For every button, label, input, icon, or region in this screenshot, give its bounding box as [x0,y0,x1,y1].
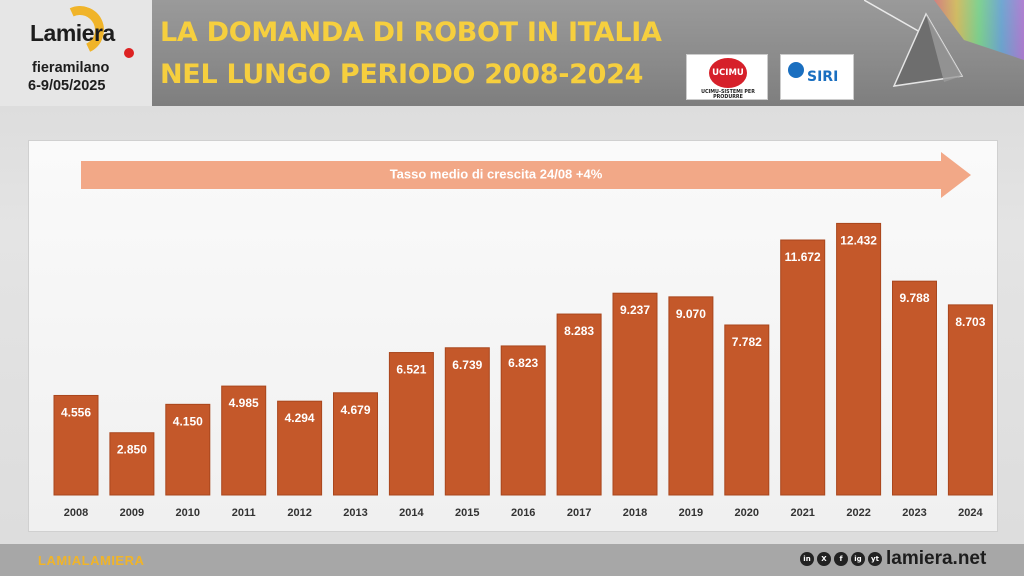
bar-value-label-2012: 4.294 [285,411,315,425]
prism-icon [864,0,1024,87]
growth-annotation: Tasso medio di crescita 24/08 +4% [390,166,603,181]
x-tick-label-2016: 2016 [511,507,535,519]
bar-value-label-2011: 4.985 [229,396,259,410]
bar-2012 [277,400,323,496]
x-tick-label-2018: 2018 [623,507,647,519]
bar-value-label-2009: 2.850 [117,443,147,457]
bar-2008 [53,394,99,496]
lamiera-logo[interactable]: Lamiera fieramilano 6-9/05/2025 [0,0,152,106]
bar-value-label-2020: 7.782 [732,335,762,349]
bar-value-label-2014: 6.521 [396,363,426,377]
x-tick-label-2024: 2024 [958,507,983,519]
growth-arrow [81,152,971,198]
bar-value-label-2024: 8.703 [955,315,985,329]
website-link[interactable]: lamiera.net [886,548,987,569]
youtube-icon[interactable]: yt [868,552,882,566]
bar-2015 [444,347,490,496]
x-tick-label-2015: 2015 [455,507,479,519]
bar-value-label-2023: 9.788 [899,291,929,305]
bar-value-label-2013: 4.679 [340,403,370,417]
x-tick-label-2010: 2010 [176,507,200,519]
header-banner: Lamiera fieramilano 6-9/05/2025 LA DOMAN… [0,0,1024,106]
bar-2016 [500,345,546,496]
bar-value-label-2021: 11.672 [785,250,821,264]
bar-2023 [892,280,937,496]
x-twitter-icon[interactable]: X [817,552,831,566]
bar-value-label-2016: 6.823 [508,356,538,370]
logo-subtitle: fieramilano [32,60,110,76]
instagram-icon[interactable]: ig [851,552,865,566]
siri-logo[interactable]: SIRI [780,54,854,100]
bar-value-label-2018: 9.237 [620,303,650,317]
footer-brand[interactable]: LAMIALAMIERA [38,553,145,568]
ucimu-badge: UCIMU [709,58,747,88]
x-tick-label-2023: 2023 [902,507,926,519]
x-tick-label-2012: 2012 [287,507,311,519]
bar-chart: Tasso medio di crescita 24/08 +4% 4.556 2… [53,152,993,519]
page-title: LA DOMANDA DI ROBOT IN ITALIA NEL LUNGO … [160,17,662,90]
fiera-dot-icon [124,48,134,58]
bar-2021 [780,239,826,496]
bar-2022 [836,222,882,496]
bar-2018 [612,292,658,496]
x-tick-label-2021: 2021 [790,507,814,519]
siri-person-icon [788,62,804,78]
bars-group: 4.556 2008 2.850 2009 4.150 2010 4.985 2011 4.29… [53,222,993,519]
bar-2017 [556,313,602,496]
chart-panel: Tasso medio di crescita 24/08 +4% 4.556 2… [28,140,998,532]
x-tick-label-2011: 2011 [232,507,256,519]
bar-2009 [109,432,155,496]
bar-2011 [221,385,267,496]
x-tick-label-2019: 2019 [679,507,703,519]
footer-bar: LAMIALAMIERA in X f ig yt lamiera.net [0,544,1024,576]
bar-value-label-2017: 8.283 [564,324,594,338]
logo-word: Lamiera [30,20,115,46]
social-icons: in X f ig yt [800,552,882,566]
bar-value-label-2019: 9.070 [676,307,706,321]
ucimu-logo[interactable]: UCIMU UCIMU-SISTEMI PER PRODURRE [686,54,768,100]
siri-label: SIRI [807,69,839,85]
bar-value-label-2015: 6.739 [452,358,482,372]
bar-2019 [668,296,714,496]
x-tick-label-2014: 2014 [399,507,424,519]
bar-value-label-2008: 4.556 [61,405,91,419]
linkedin-icon[interactable]: in [800,552,814,566]
bar-2013 [333,392,378,496]
bar-value-label-2022: 12.432 [840,233,877,247]
bar-2020 [724,324,770,496]
bar-2014 [388,352,434,496]
event-date: 6-9/05/2025 [28,78,106,94]
bar-value-label-2010: 4.150 [173,414,203,428]
x-tick-label-2009: 2009 [120,507,144,519]
x-tick-label-2013: 2013 [343,507,367,519]
x-tick-label-2008: 2008 [64,507,88,519]
x-tick-label-2020: 2020 [735,507,759,519]
facebook-icon[interactable]: f [834,552,848,566]
bar-2010 [165,403,211,496]
ucimu-tagline: UCIMU-SISTEMI PER PRODURRE [701,90,755,100]
x-tick-label-2017: 2017 [567,507,591,519]
bar-2024 [947,304,993,496]
x-tick-label-2022: 2022 [846,507,870,519]
